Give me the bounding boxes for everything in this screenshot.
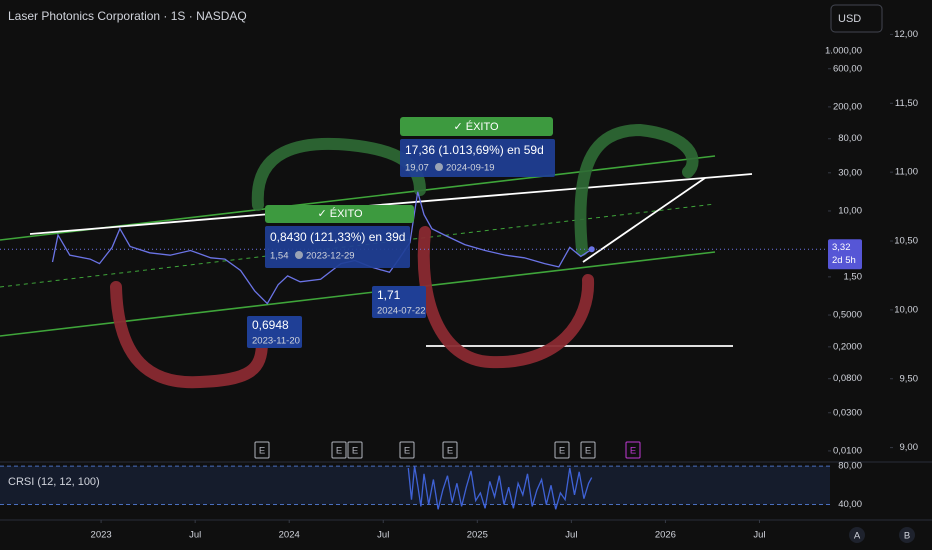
event-marker[interactable] (625, 441, 641, 459)
y-tick-label: 1,50 (844, 271, 863, 282)
label-text: 1,54 (270, 251, 289, 262)
event-label[interactable]: E (352, 446, 358, 457)
axes: 1.000,00 600,00 200,00 80,00 30,00 10,00 1,50 0… (91, 29, 918, 541)
badge (400, 117, 553, 136)
event-marker[interactable] (347, 441, 363, 459)
event-label[interactable]: E (585, 446, 591, 457)
y-tick-label: 1.000,00 (825, 46, 862, 57)
event-label[interactable]: E (259, 446, 265, 457)
event-label[interactable]: E (559, 446, 565, 457)
y-tick-label: 0,0300 (833, 407, 862, 418)
event-marker[interactable] (399, 441, 415, 459)
label-text: 1,71 (377, 288, 401, 302)
badge-text: ✓ ÉXITO (453, 120, 499, 133)
event-marker[interactable] (554, 441, 570, 459)
x-tick-label: Jul (377, 530, 389, 541)
y-tick-label: 10,00 (838, 205, 862, 216)
label-box (372, 286, 426, 318)
y2-tick-label: 9,00 (900, 442, 919, 453)
trend-line (582, 177, 706, 263)
event-label[interactable]: E (336, 446, 342, 457)
y-tick-label: 30,00 (838, 167, 862, 178)
scale-button[interactable] (849, 527, 865, 543)
hand-stroke (110, 281, 268, 389)
trend-line (29, 173, 753, 235)
y-tick-label: 200,00 (833, 101, 862, 112)
y2-tick-label: 11,00 (895, 167, 918, 178)
scale-button-label[interactable]: B (904, 531, 910, 542)
annotation: ✓ ÉXITO 17,36 (1.013,69%) en 59d 19,07 2… (400, 117, 555, 177)
label-text: 2024-09-19 (446, 163, 495, 174)
plot (0, 191, 830, 510)
event-marker[interactable] (254, 441, 270, 459)
scale-button[interactable] (899, 527, 915, 543)
y2-tick-label: 11,50 (895, 98, 918, 109)
event-label[interactable]: E (447, 446, 453, 457)
crsi-tick-label: 40,00 (838, 499, 862, 510)
x-tick-label: 2024 (279, 530, 300, 541)
event-label[interactable]: E (630, 446, 636, 457)
y2-tick-label: 9,50 (900, 373, 919, 384)
y-tick-label: 0,0800 (833, 373, 862, 384)
y-tick-label: 600,00 (833, 63, 862, 74)
y2-tick-label: 10,50 (894, 236, 918, 247)
badge-text: ✓ ÉXITO (317, 207, 363, 220)
y-tick-label: 0,0100 (833, 445, 862, 456)
x-tick-label: Jul (189, 530, 201, 541)
badge (265, 205, 414, 223)
y2-tick-label: 10,00 (894, 304, 918, 315)
label-text: 17,36 (1.013,69%) en 59d (405, 143, 544, 157)
y-tick-label: 0,5000 (833, 310, 862, 321)
y2-tick-label: 12,00 (894, 29, 918, 40)
annotation: ✓ ÉXITO 0,8430 (121,33%) en 39d 1,54 202… (265, 205, 414, 268)
event-marker[interactable] (331, 441, 347, 459)
x-tick-label: Jul (565, 530, 577, 541)
hand-stroke (574, 123, 699, 256)
currency-button[interactable] (830, 4, 883, 33)
y-tick-label: 0,2000 (833, 341, 862, 352)
crsi-tick-label: 80,00 (838, 461, 862, 472)
clock-icon (295, 251, 303, 259)
annotation: 0,6948 2023-11-20 (247, 316, 302, 348)
event-label[interactable]: E (404, 446, 410, 457)
label-text: 0,6948 (252, 318, 289, 332)
chart-title: Laser Photonics Corporation · 1S · NASDA… (8, 9, 247, 23)
x-tick-label: Jul (753, 530, 765, 541)
indicator-title: CRSI (12, 12, 100) (8, 476, 100, 488)
x-tick-label: 2025 (467, 530, 488, 541)
last-price-label: 3,32 (832, 242, 851, 253)
annotation: 1,71 2024-07-22 (372, 286, 426, 318)
event-marker[interactable] (580, 441, 596, 459)
y-tick-label: 80,00 (838, 133, 862, 144)
clock-icon (435, 163, 443, 171)
last-price-box (828, 239, 862, 270)
scale-button-label[interactable]: A (854, 531, 861, 542)
x-tick-label: 2026 (655, 530, 676, 541)
series-line (407, 465, 593, 510)
hand-stroke (417, 226, 595, 369)
last-point (588, 246, 595, 253)
countdown-label: 2d 5h (832, 255, 856, 266)
x-tick-label: 2023 (91, 530, 112, 541)
event-marker[interactable] (442, 441, 458, 459)
label-box (247, 316, 302, 348)
series-line (51, 191, 593, 305)
label-text: 0,8430 (121,33%) en 39d (270, 230, 405, 244)
label-text: 2023-12-29 (306, 251, 355, 262)
label-text: 19,07 (405, 163, 429, 174)
label-text: 2024-07-22 (377, 306, 426, 317)
currency-label[interactable]: USD (838, 13, 861, 25)
label-text: 2023-11-20 (252, 336, 300, 347)
